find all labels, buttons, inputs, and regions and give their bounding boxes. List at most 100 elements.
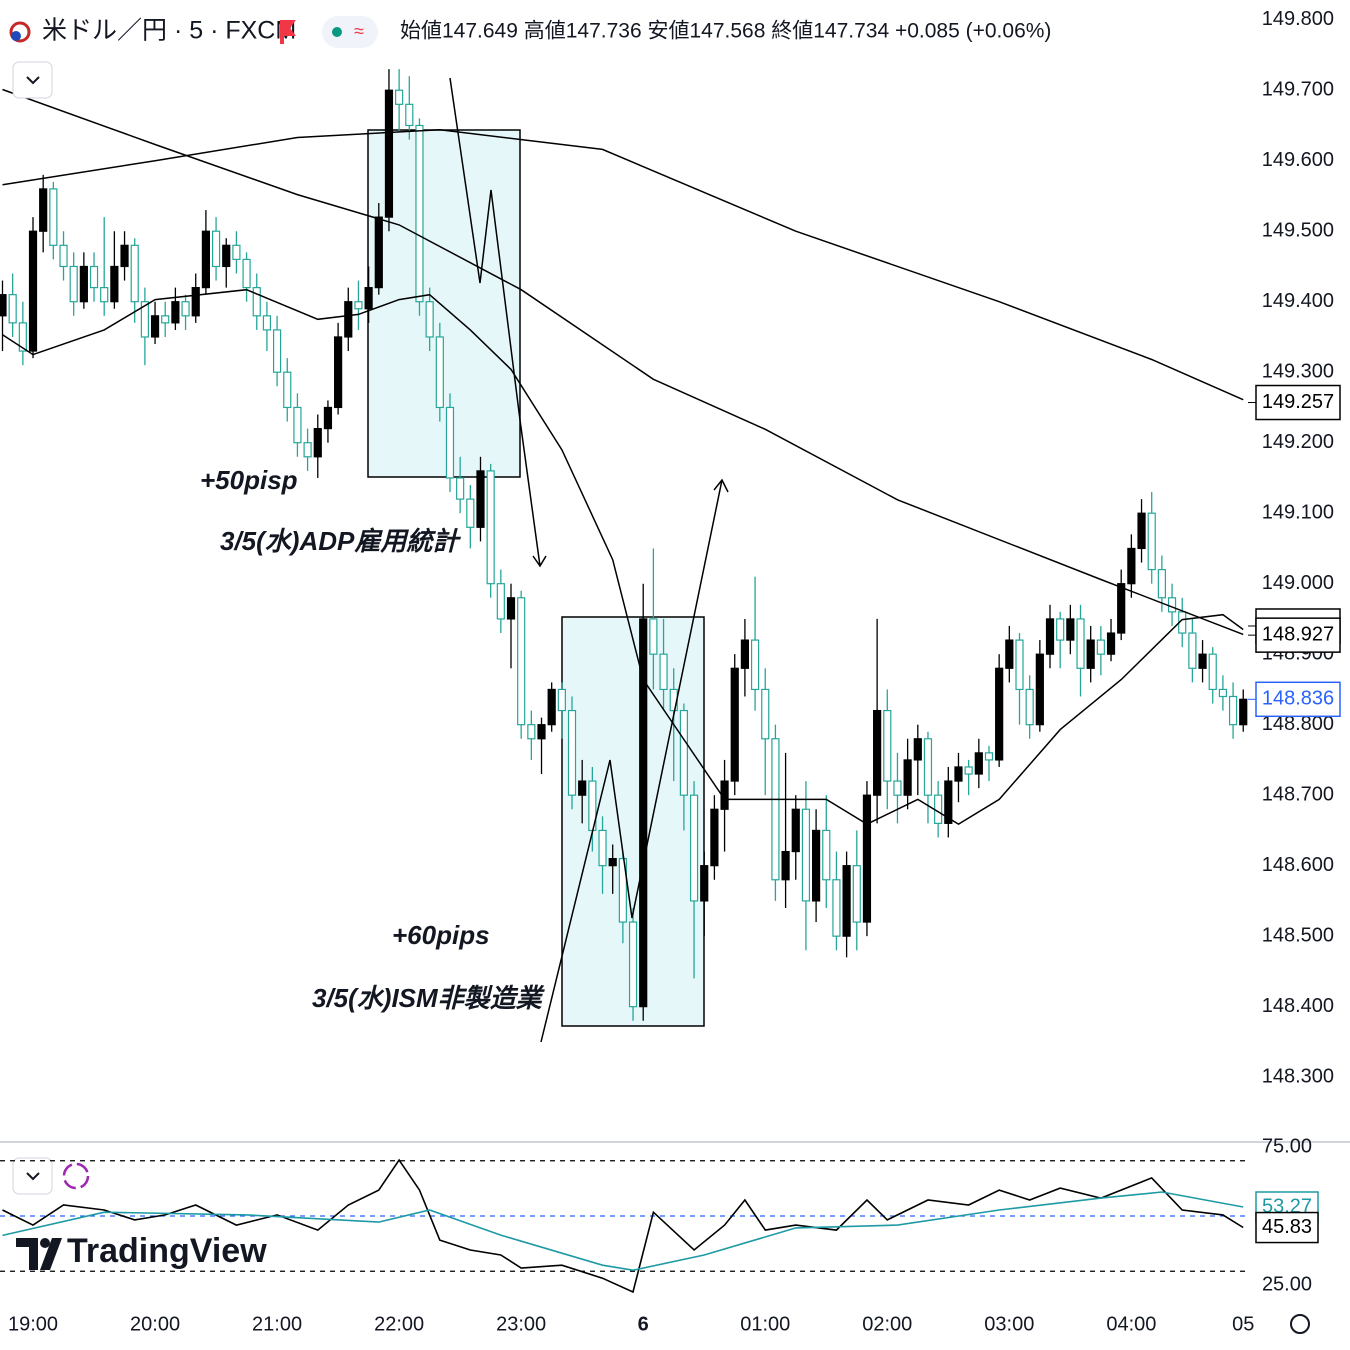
candle-body <box>1117 583 1126 634</box>
moving-average <box>2 128 1244 401</box>
zigzag-arrow <box>449 77 541 567</box>
arrow-head <box>713 478 729 493</box>
candle-body <box>954 766 963 782</box>
moving-average <box>2 88 1244 636</box>
candle-body <box>466 498 475 528</box>
rsi-tag-label: 45.83 <box>1262 1216 1312 1238</box>
candle-body <box>822 829 831 881</box>
candle-body <box>1137 512 1146 550</box>
x-tick-label: 03:00 <box>984 1313 1034 1335</box>
candle-body <box>496 583 505 620</box>
candle-body <box>852 865 861 923</box>
candle-body <box>506 597 516 620</box>
candle-body <box>903 759 912 796</box>
candle-body <box>171 301 180 324</box>
candle-body <box>89 265 99 289</box>
price-tag-label: 148.927 <box>1262 623 1334 645</box>
candle-body <box>567 709 577 796</box>
candle-body <box>1056 618 1065 641</box>
candle-body <box>323 406 333 430</box>
x-tick-label: 23:00 <box>496 1313 546 1335</box>
y-tick-label: 149.200 <box>1262 431 1334 453</box>
collapse-button[interactable] <box>12 61 53 99</box>
candle-body <box>1096 639 1105 655</box>
rsi-tick-label: 25.00 <box>1262 1273 1312 1295</box>
candle-body <box>272 329 282 373</box>
candle-body <box>517 597 526 726</box>
rsi-tick-label: 75.00 <box>1262 1135 1312 1157</box>
candle-body <box>28 230 38 352</box>
candle-body <box>435 336 444 409</box>
candle-body <box>252 287 261 317</box>
candle-body <box>1147 512 1156 571</box>
candle-body <box>0 294 7 317</box>
candle-body <box>700 865 709 902</box>
candle-body <box>1218 688 1228 698</box>
candle-body <box>964 766 973 775</box>
y-tick-label: 148.600 <box>1262 854 1334 876</box>
candle-body <box>476 470 485 528</box>
candle-body <box>201 230 210 289</box>
candle-body <box>486 470 495 585</box>
candle-body <box>1198 653 1207 669</box>
zigzag-arrow <box>540 479 723 1043</box>
annotation: 3/5(水)ADP雇用統計 <box>220 526 461 556</box>
candle-body <box>527 724 536 740</box>
candle-body <box>1188 632 1197 669</box>
candle-body <box>120 244 129 268</box>
logo-text: TradingView <box>67 1232 267 1270</box>
candle-body <box>801 808 811 902</box>
candle-body <box>1035 653 1044 726</box>
candle-body <box>730 667 739 782</box>
candle-body <box>862 794 872 923</box>
header-bg <box>0 8 1030 56</box>
candle-body <box>1127 547 1136 585</box>
price-tag <box>1255 617 1341 653</box>
settings-icon[interactable] <box>1290 1314 1310 1334</box>
moving-average <box>2 288 1244 825</box>
x-tick-label: 02:00 <box>862 1313 912 1335</box>
drawings <box>449 77 729 1043</box>
candle-body <box>1005 639 1014 669</box>
candle-body <box>832 879 841 937</box>
candle-body <box>883 709 892 782</box>
logo-mark <box>40 1238 62 1270</box>
y-tick-label: 149.100 <box>1262 501 1334 523</box>
candle-body <box>232 244 241 261</box>
status-pill[interactable] <box>322 16 378 48</box>
logo: TradingView <box>16 1232 267 1270</box>
annotation: +50pisp <box>200 465 298 495</box>
y-tick-label: 149.500 <box>1262 220 1334 242</box>
candle-body <box>923 738 933 796</box>
candle-body <box>689 794 699 902</box>
rsi-tag-label: 53.27 <box>1262 1195 1312 1217</box>
y-tick-label: 148.500 <box>1262 924 1334 946</box>
candle-body <box>984 752 994 761</box>
price-tag <box>1255 681 1341 718</box>
x-tick-label: 6 <box>638 1313 649 1335</box>
candle-body <box>303 442 312 458</box>
x-tick-label: 22:00 <box>374 1313 424 1335</box>
candle-body <box>893 780 902 796</box>
x-tick-label: 21:00 <box>252 1313 302 1335</box>
logo-mark <box>16 1238 38 1270</box>
rsi-collapse-button[interactable] <box>12 1157 53 1195</box>
candle-body <box>69 265 78 303</box>
refresh-icon[interactable] <box>62 1162 90 1190</box>
ohlc-header: 始値147.649 高値147.736 安値147.568 終値147.734 … <box>400 20 1051 43</box>
candle-body <box>1025 688 1034 726</box>
price-tag <box>1255 384 1341 421</box>
plot <box>0 69 1248 1021</box>
x-tick-label: 05 <box>1232 1313 1254 1335</box>
candle-body <box>944 780 953 824</box>
y-tick-label: 148.800 <box>1262 713 1334 735</box>
candle-body <box>842 865 851 937</box>
candle-body <box>364 287 373 310</box>
candle-body <box>1015 639 1024 691</box>
rsi-line <box>2 1158 1244 1294</box>
candle-body <box>130 244 139 303</box>
price-tag-label: 148.836 <box>1262 688 1334 710</box>
candle-body <box>557 688 566 712</box>
y-tick-label: 149.300 <box>1262 360 1334 382</box>
candle-body <box>242 258 251 289</box>
